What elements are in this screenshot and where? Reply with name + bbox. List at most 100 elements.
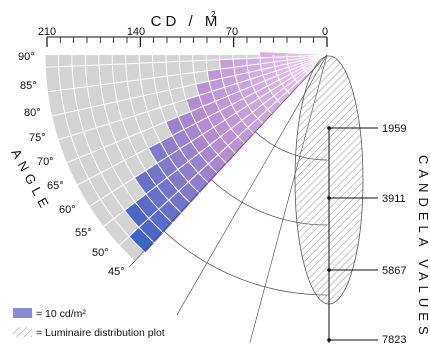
luminance-cell <box>207 69 223 82</box>
top-tick-label-0: 0 <box>322 26 328 38</box>
luminance-cell <box>305 63 318 74</box>
luminance-cell <box>289 65 304 74</box>
luminance-cell <box>252 80 268 93</box>
guide-line <box>129 54 328 268</box>
luminance-cell <box>295 71 308 83</box>
grid-arc <box>192 54 237 155</box>
luminance-cell <box>145 163 168 186</box>
grid-radial-line <box>118 54 328 246</box>
luminance-cell <box>273 87 288 101</box>
angle-tick-label-55: 55° <box>75 227 92 239</box>
angle-tick-label-90: 90° <box>18 51 35 63</box>
luminance-cell <box>243 92 260 106</box>
grid-radial-line <box>51 54 328 117</box>
luminance-cell <box>277 91 291 105</box>
luminance-cell <box>247 118 264 135</box>
luminance-cell <box>304 62 317 72</box>
luminance-cell <box>262 71 278 81</box>
luminance-cell <box>287 60 302 68</box>
grid-arc <box>205 54 246 145</box>
angle-tick-label-85: 85° <box>20 80 37 92</box>
grid-arc <box>245 54 273 115</box>
grid-arc <box>219 54 255 135</box>
luminance-cell <box>259 52 274 58</box>
grid-arc <box>138 54 201 194</box>
top-tick-label-70: 70 <box>226 26 238 38</box>
luminance-cell <box>279 73 294 84</box>
chart-title: CD / M <box>151 13 222 30</box>
luminance-cell <box>255 86 271 99</box>
angle-tick-label-75: 75° <box>29 132 46 144</box>
grid-arc <box>111 54 183 214</box>
luminance-cell <box>250 75 265 86</box>
luminance-cell <box>284 79 298 92</box>
candela-tick-label-1959: 1959 <box>382 123 406 135</box>
luminance-cell <box>219 104 237 120</box>
luminance-cell <box>252 104 268 119</box>
grid-radial-line <box>66 54 328 164</box>
luminance-cell <box>219 59 234 70</box>
grid-radial-line <box>88 54 328 207</box>
angle-tick-label-80: 80° <box>24 107 41 119</box>
candela-tick-label-5867: 5867 <box>382 265 406 277</box>
luminance-cell <box>237 127 255 145</box>
luminance-cell <box>286 56 301 61</box>
candela-tick-dot <box>327 126 331 130</box>
luminance-cell <box>158 200 182 224</box>
grid-arc <box>232 54 264 125</box>
angle-tick-label-60: 60° <box>59 204 76 216</box>
top-scale-ticks <box>46 37 328 47</box>
grid-radial-line <box>47 54 328 93</box>
grid-arc <box>299 54 310 76</box>
grid-radial-line <box>45 54 328 68</box>
luminance-cell <box>264 75 280 87</box>
luminance-cell <box>156 177 179 201</box>
luminance-cell <box>178 182 200 204</box>
luminance-cell <box>148 141 169 164</box>
luminance-cell <box>157 156 178 178</box>
luminance-cell <box>287 82 300 95</box>
top-tick-label-140: 140 <box>127 26 145 38</box>
luminance-cell <box>134 170 157 194</box>
luminance-cell <box>241 112 258 128</box>
angle-tick-label-45: 45° <box>108 266 125 278</box>
luminance-cell <box>302 60 316 68</box>
grid-arc <box>98 54 174 224</box>
luminance-cell <box>277 70 292 80</box>
luminance-cell <box>233 58 248 68</box>
luminance-cell <box>263 95 278 110</box>
luminance-cell <box>247 98 264 113</box>
luminance-cell <box>195 81 212 96</box>
luminance-cell <box>186 95 203 112</box>
luminance-cell <box>178 111 196 130</box>
angle-tick-label-70: 70° <box>37 156 54 168</box>
grid-arc <box>84 54 165 234</box>
grid-arc <box>151 54 210 185</box>
grid-radial-line <box>57 54 328 141</box>
candela-axis-label: CANDELA VALUES <box>416 155 430 340</box>
luminance-cell <box>293 69 306 80</box>
grid-arc <box>259 54 282 105</box>
legend-solid-label: = 10 cd/m² <box>36 308 86 320</box>
luminance-cell <box>240 85 256 99</box>
grid-arc <box>44 54 137 264</box>
luminance-cell <box>260 62 275 70</box>
candela-tick-dot <box>327 196 331 200</box>
luminance-cell <box>220 67 236 79</box>
top-tick-label-210: 210 <box>38 26 56 38</box>
luminance-cell <box>257 109 273 125</box>
grid-arc <box>57 54 146 254</box>
luminance-cell <box>225 112 242 129</box>
luminance-cell <box>236 105 253 121</box>
grid-arc <box>178 54 228 165</box>
candela-tick-dot <box>327 338 331 342</box>
angle-tick-label-65: 65° <box>47 180 64 192</box>
candela-scale-ticks <box>327 126 378 342</box>
legend-hatched-swatch <box>13 327 32 337</box>
luminance-cell <box>177 161 199 183</box>
luminance-cell <box>135 193 159 219</box>
candela-arc <box>163 230 328 296</box>
luminance-cell <box>168 148 189 170</box>
luminance-cell <box>168 191 191 214</box>
